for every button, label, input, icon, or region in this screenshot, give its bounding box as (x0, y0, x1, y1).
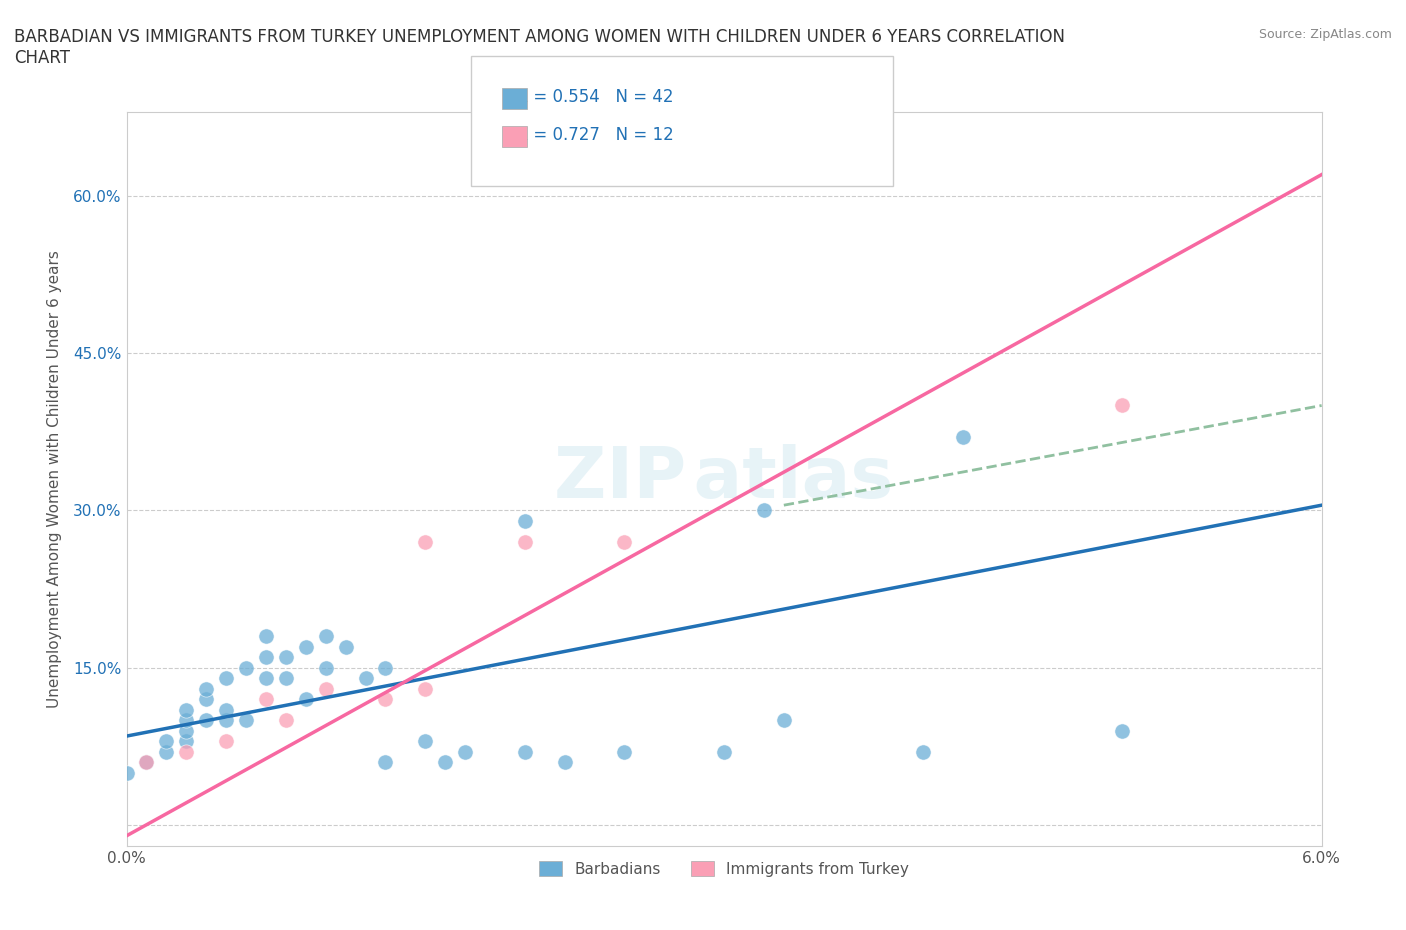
Point (513, 513, 536, 528)
Point (135, 755, 157, 770)
Point (315, 629, 337, 644)
Point (174, 744, 197, 759)
Point (434, 755, 457, 770)
Point (254, 629, 277, 644)
Point (254, 671, 277, 685)
Point (254, 692, 277, 707)
Point (335, 640, 357, 655)
Point (315, 682, 337, 697)
Point (274, 671, 297, 685)
Point (174, 713, 197, 728)
Point (174, 734, 197, 749)
Point (215, 671, 238, 685)
Point (752, 503, 775, 518)
Point (613, 535, 636, 550)
Point (215, 702, 238, 717)
Point (174, 724, 197, 738)
Point (374, 755, 396, 770)
Point (215, 734, 238, 749)
Point (235, 660, 257, 675)
Point (713, 744, 735, 759)
Point (195, 682, 218, 697)
Text: R = 0.727   N = 12: R = 0.727 N = 12 (506, 126, 673, 143)
Point (354, 671, 377, 685)
Point (413, 535, 436, 550)
Point (1111, 398, 1133, 413)
Text: ZIP atlas: ZIP atlas (554, 445, 894, 513)
Point (952, 430, 974, 445)
Point (294, 692, 316, 707)
Point (195, 713, 218, 728)
Point (315, 660, 337, 675)
Point (513, 535, 536, 550)
Point (195, 692, 218, 707)
Point (773, 713, 796, 728)
Y-axis label: Unemployment Among Women with Children Under 6 years: Unemployment Among Women with Children U… (46, 250, 62, 708)
Point (155, 734, 177, 749)
Point (135, 755, 157, 770)
Point (912, 744, 935, 759)
Point (454, 744, 477, 759)
Point (254, 650, 277, 665)
Point (374, 692, 396, 707)
Point (235, 713, 257, 728)
Point (513, 744, 536, 759)
Point (413, 682, 436, 697)
Text: R = 0.554   N = 42: R = 0.554 N = 42 (506, 88, 673, 106)
Text: BARBADIAN VS IMMIGRANTS FROM TURKEY UNEMPLOYMENT AMONG WOMEN WITH CHILDREN UNDER: BARBADIAN VS IMMIGRANTS FROM TURKEY UNEM… (14, 28, 1066, 67)
Point (274, 713, 297, 728)
Point (1111, 724, 1133, 738)
Point (274, 650, 297, 665)
Point (613, 744, 636, 759)
Legend: Barbadians, Immigrants from Turkey: Barbadians, Immigrants from Turkey (533, 855, 915, 883)
Point (554, 755, 576, 770)
Point (294, 640, 316, 655)
Point (115, 765, 138, 780)
Point (413, 734, 436, 749)
Text: Source: ZipAtlas.com: Source: ZipAtlas.com (1258, 28, 1392, 41)
Point (155, 744, 177, 759)
Point (215, 713, 238, 728)
Point (374, 660, 396, 675)
Point (174, 702, 197, 717)
